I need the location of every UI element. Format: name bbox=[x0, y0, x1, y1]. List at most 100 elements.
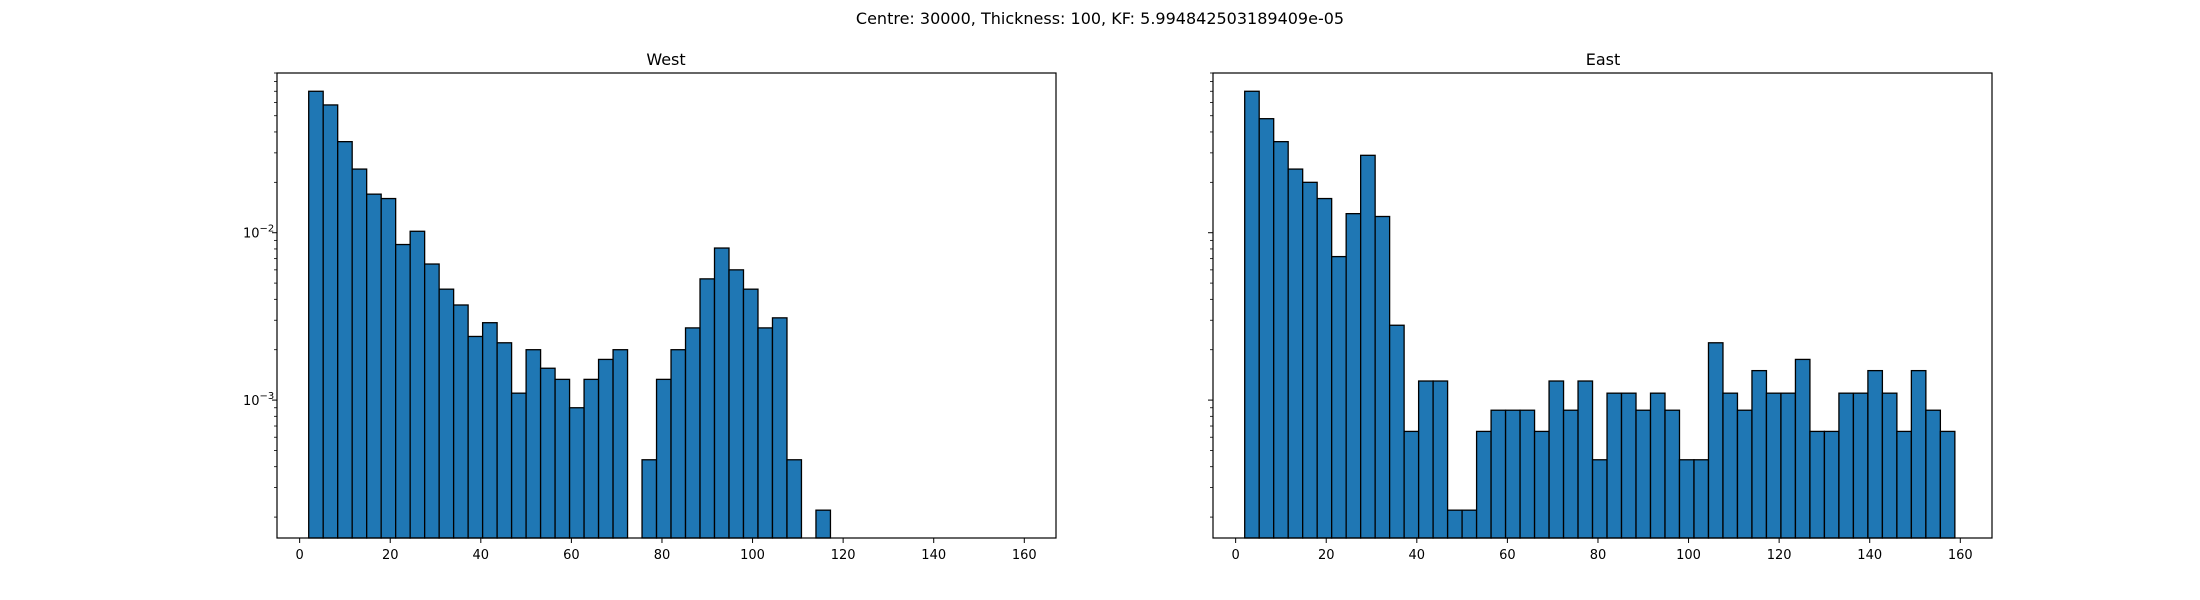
east-x-tick-label: 160 bbox=[1948, 548, 1973, 563]
west-bar bbox=[308, 90, 324, 539]
east-bar bbox=[1881, 392, 1898, 539]
east-bar bbox=[1606, 392, 1623, 539]
east-bar bbox=[1287, 168, 1304, 539]
east-bar bbox=[1417, 380, 1434, 539]
west-bar bbox=[380, 197, 397, 539]
east-bar bbox=[1461, 509, 1478, 539]
east-x-tick-label: 0 bbox=[1232, 548, 1240, 563]
west-bar bbox=[597, 358, 614, 539]
east-bar bbox=[1548, 380, 1565, 539]
east-bar bbox=[1490, 409, 1507, 539]
east-x-tick-label: 60 bbox=[1499, 548, 1516, 563]
west-y-tick-label-base: 10 bbox=[243, 227, 260, 242]
east-bar bbox=[1620, 392, 1637, 539]
east-bar bbox=[1403, 430, 1420, 539]
east-bar bbox=[1258, 118, 1275, 539]
east-bar bbox=[1823, 430, 1840, 539]
east-bar bbox=[1707, 342, 1724, 539]
east-bar bbox=[1693, 459, 1710, 539]
west-x-tick-label: 60 bbox=[563, 548, 580, 563]
east-bar bbox=[1577, 380, 1594, 539]
east-x-tick-label: 140 bbox=[1857, 548, 1882, 563]
east-x-tick-label: 120 bbox=[1767, 548, 1792, 563]
east-bar bbox=[1751, 369, 1768, 539]
west-bar bbox=[641, 459, 658, 539]
east-bar bbox=[1562, 409, 1579, 539]
east-bar bbox=[1345, 212, 1362, 539]
west-bar bbox=[568, 407, 585, 539]
east-x-axis: 0 20 40 60 80 100 120 140 160 bbox=[1232, 538, 1973, 563]
west-bar bbox=[452, 304, 469, 539]
west-panel-title: West bbox=[646, 50, 685, 69]
west-bar bbox=[728, 269, 745, 539]
west-x-tick-label: 0 bbox=[296, 548, 304, 563]
east-panel-title: East bbox=[1586, 50, 1621, 69]
east-bar bbox=[1273, 140, 1289, 539]
east-bar bbox=[1446, 509, 1463, 539]
west-bar bbox=[438, 288, 455, 539]
east-bar bbox=[1838, 392, 1855, 539]
east-bar bbox=[1664, 409, 1681, 539]
west-bar bbox=[612, 349, 629, 539]
east-bar bbox=[1780, 392, 1797, 539]
west-bar bbox=[786, 459, 803, 539]
west-bar bbox=[395, 243, 411, 539]
east-bar bbox=[1722, 392, 1739, 539]
west-bar bbox=[510, 392, 527, 539]
west-bar bbox=[757, 327, 774, 539]
east-bar bbox=[1331, 255, 1347, 539]
east-bar bbox=[1852, 392, 1869, 539]
east-bar bbox=[1649, 392, 1666, 539]
east-bar bbox=[1794, 358, 1811, 539]
west-bar bbox=[481, 322, 498, 539]
west-y-tick-label: 10−3 bbox=[243, 391, 274, 409]
west-y-minor-ticks bbox=[272, 72, 277, 518]
west-bar bbox=[815, 509, 832, 539]
west-x-tick-label: 40 bbox=[473, 548, 490, 563]
west-bar bbox=[539, 367, 556, 539]
figure-suptitle: Centre: 30000, Thickness: 100, KF: 5.994… bbox=[856, 9, 1344, 28]
east-axes-frame bbox=[1212, 72, 1993, 539]
east-bar bbox=[1765, 392, 1782, 539]
east-bar bbox=[1678, 459, 1695, 539]
west-bar bbox=[525, 349, 542, 539]
west-bar bbox=[713, 247, 730, 539]
east-bar bbox=[1302, 181, 1318, 539]
east-y-minor-ticks bbox=[1208, 72, 1213, 518]
west-y-tick-label-exponent: −3 bbox=[260, 391, 275, 402]
east-bars bbox=[1244, 90, 1956, 539]
west-bar bbox=[699, 278, 716, 539]
east-bar bbox=[1910, 369, 1927, 539]
east-histogram-panel: East 0 20 40 60 80 100 120 140 160 bbox=[1208, 50, 1993, 563]
east-bar bbox=[1896, 430, 1913, 539]
east-bar bbox=[1925, 409, 1942, 539]
west-y-axis: 10−210−3 bbox=[243, 224, 274, 409]
west-y-tick-label-exponent: −2 bbox=[260, 224, 275, 235]
east-bar bbox=[1374, 215, 1391, 539]
west-bar bbox=[684, 327, 701, 539]
west-y-tick-label-base: 10 bbox=[243, 394, 260, 409]
east-bar bbox=[1360, 154, 1376, 539]
west-bar bbox=[554, 378, 571, 539]
west-bar bbox=[322, 104, 339, 539]
west-x-tick-label: 160 bbox=[1012, 548, 1037, 563]
east-bar bbox=[1591, 459, 1608, 539]
east-bar bbox=[1388, 324, 1405, 539]
west-bar bbox=[742, 288, 759, 539]
west-bars bbox=[308, 90, 832, 539]
west-bar bbox=[771, 317, 788, 539]
west-bar bbox=[467, 335, 484, 539]
west-bar bbox=[655, 378, 672, 539]
west-bar bbox=[670, 349, 687, 539]
east-bar bbox=[1475, 430, 1492, 539]
east-bar bbox=[1316, 197, 1333, 539]
east-bar bbox=[1635, 409, 1652, 539]
east-bar bbox=[1432, 380, 1449, 539]
west-bar bbox=[366, 193, 382, 539]
west-x-tick-label: 100 bbox=[740, 548, 765, 563]
east-bar bbox=[1244, 90, 1260, 539]
east-x-tick-label: 80 bbox=[1590, 548, 1607, 563]
west-bar bbox=[496, 342, 513, 539]
